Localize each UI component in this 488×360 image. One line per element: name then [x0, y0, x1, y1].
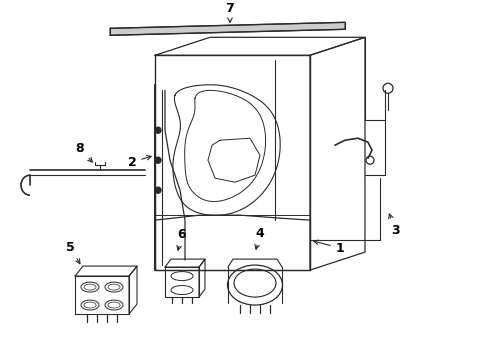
Circle shape — [155, 127, 161, 133]
Text: 8: 8 — [76, 142, 92, 162]
Text: 5: 5 — [65, 240, 80, 264]
Text: 2: 2 — [127, 156, 151, 169]
Circle shape — [155, 157, 161, 163]
Text: 1: 1 — [313, 240, 344, 255]
Text: 4: 4 — [254, 226, 264, 249]
Polygon shape — [110, 22, 345, 35]
Text: 3: 3 — [388, 214, 399, 237]
Text: 6: 6 — [177, 228, 186, 250]
Text: 7: 7 — [225, 2, 234, 22]
Circle shape — [155, 187, 161, 193]
